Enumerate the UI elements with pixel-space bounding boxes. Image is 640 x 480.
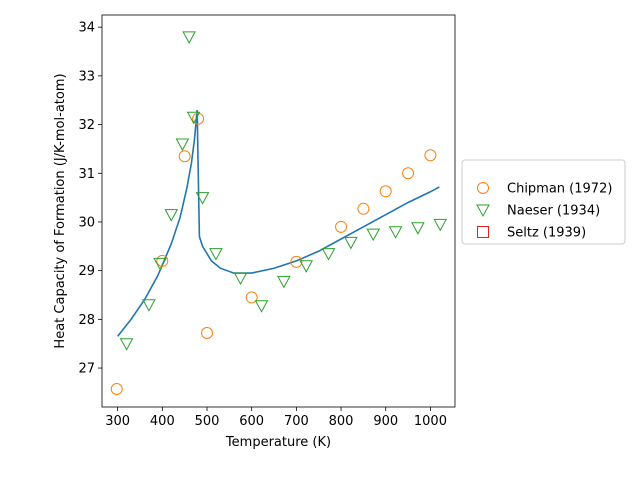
data-point bbox=[299, 260, 314, 273]
data-point bbox=[192, 112, 205, 125]
data-point bbox=[411, 222, 425, 235]
data-point bbox=[321, 248, 336, 261]
legend-label: Seltz (1939) bbox=[507, 226, 586, 241]
data-point bbox=[402, 167, 415, 180]
data-point bbox=[195, 192, 210, 205]
data-point bbox=[209, 248, 223, 261]
data-point bbox=[254, 300, 269, 313]
x-tick-label: 500 bbox=[195, 414, 220, 429]
legend-marker bbox=[477, 182, 489, 194]
fit-curve-layer bbox=[117, 109, 440, 337]
y-tick-label: 30 bbox=[78, 215, 95, 230]
y-tick-label: 27 bbox=[78, 362, 95, 377]
y-axis-label: Heat Capacity of Formation (J/K-mol-atom… bbox=[53, 73, 68, 348]
x-tick-label: 1000 bbox=[414, 414, 447, 429]
data-points-layer bbox=[110, 31, 448, 395]
y-tick-label: 33 bbox=[78, 69, 95, 84]
data-point bbox=[186, 111, 201, 125]
data-point bbox=[175, 138, 190, 152]
data-point bbox=[182, 31, 196, 44]
legend: Chipman (1972) Naeser (1934) Seltz (1939) bbox=[461, 159, 626, 245]
data-point bbox=[178, 150, 191, 163]
x-tick-label: 600 bbox=[239, 414, 264, 429]
x-tick-label: 300 bbox=[105, 414, 130, 429]
data-point bbox=[142, 299, 156, 312]
data-point bbox=[290, 255, 303, 268]
legend-box bbox=[461, 159, 626, 245]
y-tick-label: 28 bbox=[78, 313, 95, 328]
x-tick-label: 900 bbox=[373, 414, 398, 429]
y-axis-ticks: 27 28 29 30 31 32 33 34 bbox=[78, 21, 102, 377]
y-tick-label: 34 bbox=[78, 21, 95, 36]
legend-entry: Chipman (1972) bbox=[477, 182, 612, 197]
data-point bbox=[164, 209, 179, 222]
series-1 bbox=[119, 31, 448, 351]
legend-label: Chipman (1972) bbox=[507, 182, 612, 197]
x-tick-label: 800 bbox=[329, 414, 354, 429]
legend-items: Chipman (1972) Naeser (1934) Seltz (1939) bbox=[476, 182, 612, 241]
y-tick-label: 32 bbox=[78, 118, 95, 133]
legend-entry: Naeser (1934) bbox=[476, 204, 600, 219]
plot-frame bbox=[101, 14, 456, 408]
data-point bbox=[335, 220, 348, 233]
plot-area bbox=[102, 15, 455, 407]
x-tick-label: 400 bbox=[150, 414, 175, 429]
data-point bbox=[433, 218, 448, 232]
data-point bbox=[424, 149, 437, 162]
data-point bbox=[119, 338, 134, 351]
data-point bbox=[153, 257, 167, 271]
data-point bbox=[245, 291, 258, 304]
legend-label: Naeser (1934) bbox=[507, 204, 600, 219]
legend-entry: Seltz (1939) bbox=[477, 226, 586, 241]
data-point bbox=[379, 185, 392, 198]
legend-marker bbox=[476, 204, 490, 218]
data-point bbox=[344, 236, 358, 250]
x-axis-label: Temperature (K) bbox=[225, 435, 331, 450]
legend-marker bbox=[477, 226, 489, 238]
series-0 bbox=[110, 112, 437, 395]
fit-curve-line bbox=[117, 109, 440, 337]
data-point bbox=[201, 326, 214, 339]
data-point bbox=[388, 226, 403, 239]
x-tick-label: 700 bbox=[284, 414, 309, 429]
y-tick-label: 31 bbox=[78, 167, 95, 182]
data-point bbox=[366, 228, 381, 242]
data-point bbox=[357, 202, 370, 215]
data-point bbox=[233, 272, 248, 286]
data-point bbox=[156, 254, 169, 267]
y-tick-label: 29 bbox=[78, 264, 95, 279]
x-axis-ticks: 300 400 500 600 700 800 900 1000 bbox=[105, 407, 447, 429]
data-point bbox=[110, 382, 123, 395]
data-point bbox=[277, 275, 291, 289]
